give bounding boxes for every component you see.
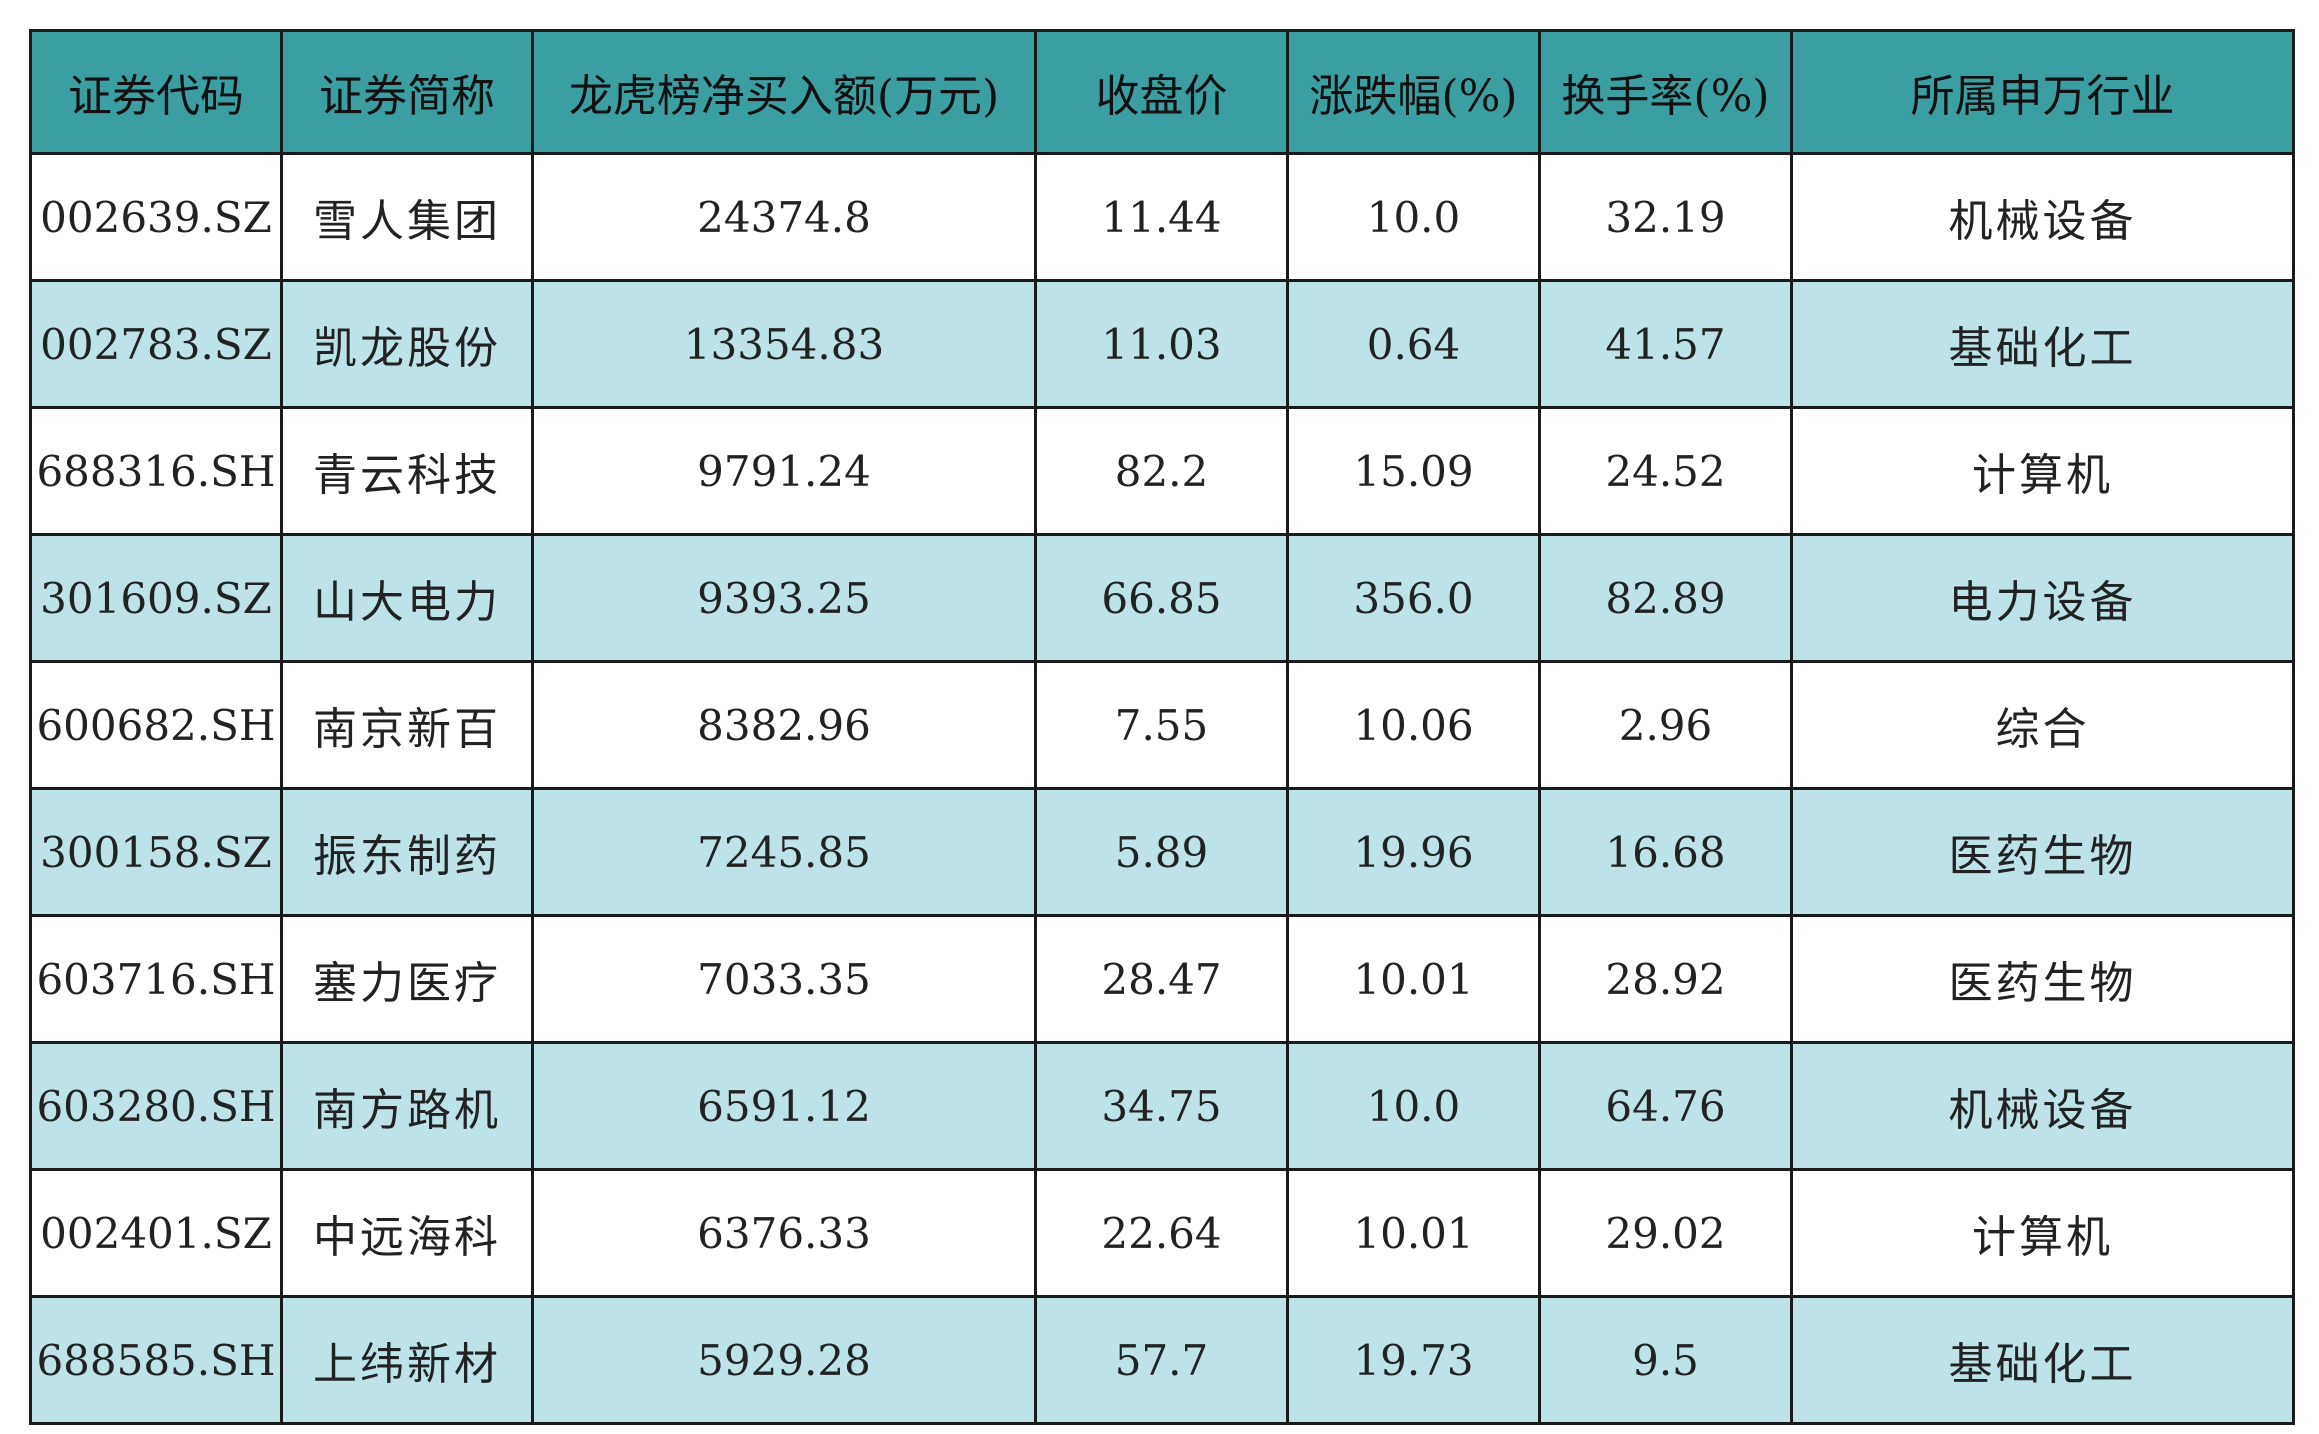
cell-change: 0.64 bbox=[1286, 279, 1541, 409]
cell-turnover: 29.02 bbox=[1538, 1168, 1793, 1298]
cell-name: 塞力医疗 bbox=[280, 914, 534, 1044]
cell-net-buy: 24374.8 bbox=[531, 152, 1037, 282]
table-row: 688316.SH 青云科技 9791.24 82.2 15.09 24.52 … bbox=[29, 406, 2295, 536]
cell-name: 山大电力 bbox=[280, 533, 534, 663]
cell-turnover: 32.19 bbox=[1538, 152, 1793, 282]
cell-name: 中远海科 bbox=[280, 1168, 534, 1298]
header-net-buy-amount: 龙虎榜净买入额(万元) bbox=[531, 29, 1037, 155]
cell-close: 82.2 bbox=[1034, 406, 1289, 536]
cell-close: 5.89 bbox=[1034, 787, 1289, 917]
stock-table: 证券代码 证券简称 龙虎榜净买入额(万元) 收盘价 涨跌幅(%) 换手率(%) … bbox=[29, 29, 2295, 1425]
cell-net-buy: 7033.35 bbox=[531, 914, 1037, 1044]
cell-code: 002401.SZ bbox=[29, 1168, 283, 1298]
cell-name: 南方路机 bbox=[280, 1041, 534, 1171]
cell-net-buy: 9791.24 bbox=[531, 406, 1037, 536]
cell-industry: 机械设备 bbox=[1790, 152, 2295, 282]
cell-close: 66.85 bbox=[1034, 533, 1289, 663]
cell-net-buy: 7245.85 bbox=[531, 787, 1037, 917]
cell-code: 002783.SZ bbox=[29, 279, 283, 409]
table-row: 688585.SH 上纬新材 5929.28 57.7 19.73 9.5 基础… bbox=[29, 1295, 2295, 1425]
header-industry: 所属申万行业 bbox=[1790, 29, 2295, 155]
cell-turnover: 64.76 bbox=[1538, 1041, 1793, 1171]
table-row: 603716.SH 塞力医疗 7033.35 28.47 10.01 28.92… bbox=[29, 914, 2295, 1044]
cell-name: 上纬新材 bbox=[280, 1295, 534, 1425]
cell-industry: 医药生物 bbox=[1790, 787, 2295, 917]
cell-name: 雪人集团 bbox=[280, 152, 534, 282]
table-row: 002783.SZ 凯龙股份 13354.83 11.03 0.64 41.57… bbox=[29, 279, 2295, 409]
cell-net-buy: 9393.25 bbox=[531, 533, 1037, 663]
cell-turnover: 28.92 bbox=[1538, 914, 1793, 1044]
cell-turnover: 16.68 bbox=[1538, 787, 1793, 917]
table-row: 600682.SH 南京新百 8382.96 7.55 10.06 2.96 综… bbox=[29, 660, 2295, 790]
cell-close: 34.75 bbox=[1034, 1041, 1289, 1171]
cell-code: 603280.SH bbox=[29, 1041, 283, 1171]
cell-net-buy: 8382.96 bbox=[531, 660, 1037, 790]
cell-code: 300158.SZ bbox=[29, 787, 283, 917]
cell-industry: 综合 bbox=[1790, 660, 2295, 790]
cell-turnover: 24.52 bbox=[1538, 406, 1793, 536]
header-security-name: 证券简称 bbox=[280, 29, 534, 155]
table-header-row: 证券代码 证券简称 龙虎榜净买入额(万元) 收盘价 涨跌幅(%) 换手率(%) … bbox=[29, 29, 2295, 155]
cell-code: 603716.SH bbox=[29, 914, 283, 1044]
cell-code: 002639.SZ bbox=[29, 152, 283, 282]
cell-industry: 计算机 bbox=[1790, 406, 2295, 536]
cell-industry: 基础化工 bbox=[1790, 1295, 2295, 1425]
cell-change: 19.96 bbox=[1286, 787, 1541, 917]
cell-close: 28.47 bbox=[1034, 914, 1289, 1044]
cell-net-buy: 6591.12 bbox=[531, 1041, 1037, 1171]
cell-close: 7.55 bbox=[1034, 660, 1289, 790]
cell-industry: 电力设备 bbox=[1790, 533, 2295, 663]
cell-turnover: 41.57 bbox=[1538, 279, 1793, 409]
header-close-price: 收盘价 bbox=[1034, 29, 1289, 155]
cell-code: 301609.SZ bbox=[29, 533, 283, 663]
cell-turnover: 9.5 bbox=[1538, 1295, 1793, 1425]
table-row: 002639.SZ 雪人集团 24374.8 11.44 10.0 32.19 … bbox=[29, 152, 2295, 282]
cell-change: 10.0 bbox=[1286, 152, 1541, 282]
table-row: 603280.SH 南方路机 6591.12 34.75 10.0 64.76 … bbox=[29, 1041, 2295, 1171]
cell-change: 10.01 bbox=[1286, 1168, 1541, 1298]
header-change-pct: 涨跌幅(%) bbox=[1286, 29, 1541, 155]
table-row: 002401.SZ 中远海科 6376.33 22.64 10.01 29.02… bbox=[29, 1168, 2295, 1298]
cell-net-buy: 5929.28 bbox=[531, 1295, 1037, 1425]
cell-change: 15.09 bbox=[1286, 406, 1541, 536]
cell-industry: 机械设备 bbox=[1790, 1041, 2295, 1171]
cell-close: 11.03 bbox=[1034, 279, 1289, 409]
cell-change: 10.01 bbox=[1286, 914, 1541, 1044]
cell-change: 19.73 bbox=[1286, 1295, 1541, 1425]
cell-change: 10.0 bbox=[1286, 1041, 1541, 1171]
cell-close: 11.44 bbox=[1034, 152, 1289, 282]
cell-code: 688316.SH bbox=[29, 406, 283, 536]
cell-name: 振东制药 bbox=[280, 787, 534, 917]
cell-change: 10.06 bbox=[1286, 660, 1541, 790]
cell-code: 688585.SH bbox=[29, 1295, 283, 1425]
cell-turnover: 82.89 bbox=[1538, 533, 1793, 663]
header-security-code: 证券代码 bbox=[29, 29, 283, 155]
cell-industry: 基础化工 bbox=[1790, 279, 2295, 409]
cell-turnover: 2.96 bbox=[1538, 660, 1793, 790]
cell-name: 凯龙股份 bbox=[280, 279, 534, 409]
cell-close: 57.7 bbox=[1034, 1295, 1289, 1425]
header-turnover-rate: 换手率(%) bbox=[1538, 29, 1793, 155]
table-row: 301609.SZ 山大电力 9393.25 66.85 356.0 82.89… bbox=[29, 533, 2295, 663]
cell-name: 南京新百 bbox=[280, 660, 534, 790]
cell-code: 600682.SH bbox=[29, 660, 283, 790]
cell-change: 356.0 bbox=[1286, 533, 1541, 663]
table-row: 300158.SZ 振东制药 7245.85 5.89 19.96 16.68 … bbox=[29, 787, 2295, 917]
cell-net-buy: 13354.83 bbox=[531, 279, 1037, 409]
cell-name: 青云科技 bbox=[280, 406, 534, 536]
cell-net-buy: 6376.33 bbox=[531, 1168, 1037, 1298]
cell-close: 22.64 bbox=[1034, 1168, 1289, 1298]
cell-industry: 医药生物 bbox=[1790, 914, 2295, 1044]
cell-industry: 计算机 bbox=[1790, 1168, 2295, 1298]
